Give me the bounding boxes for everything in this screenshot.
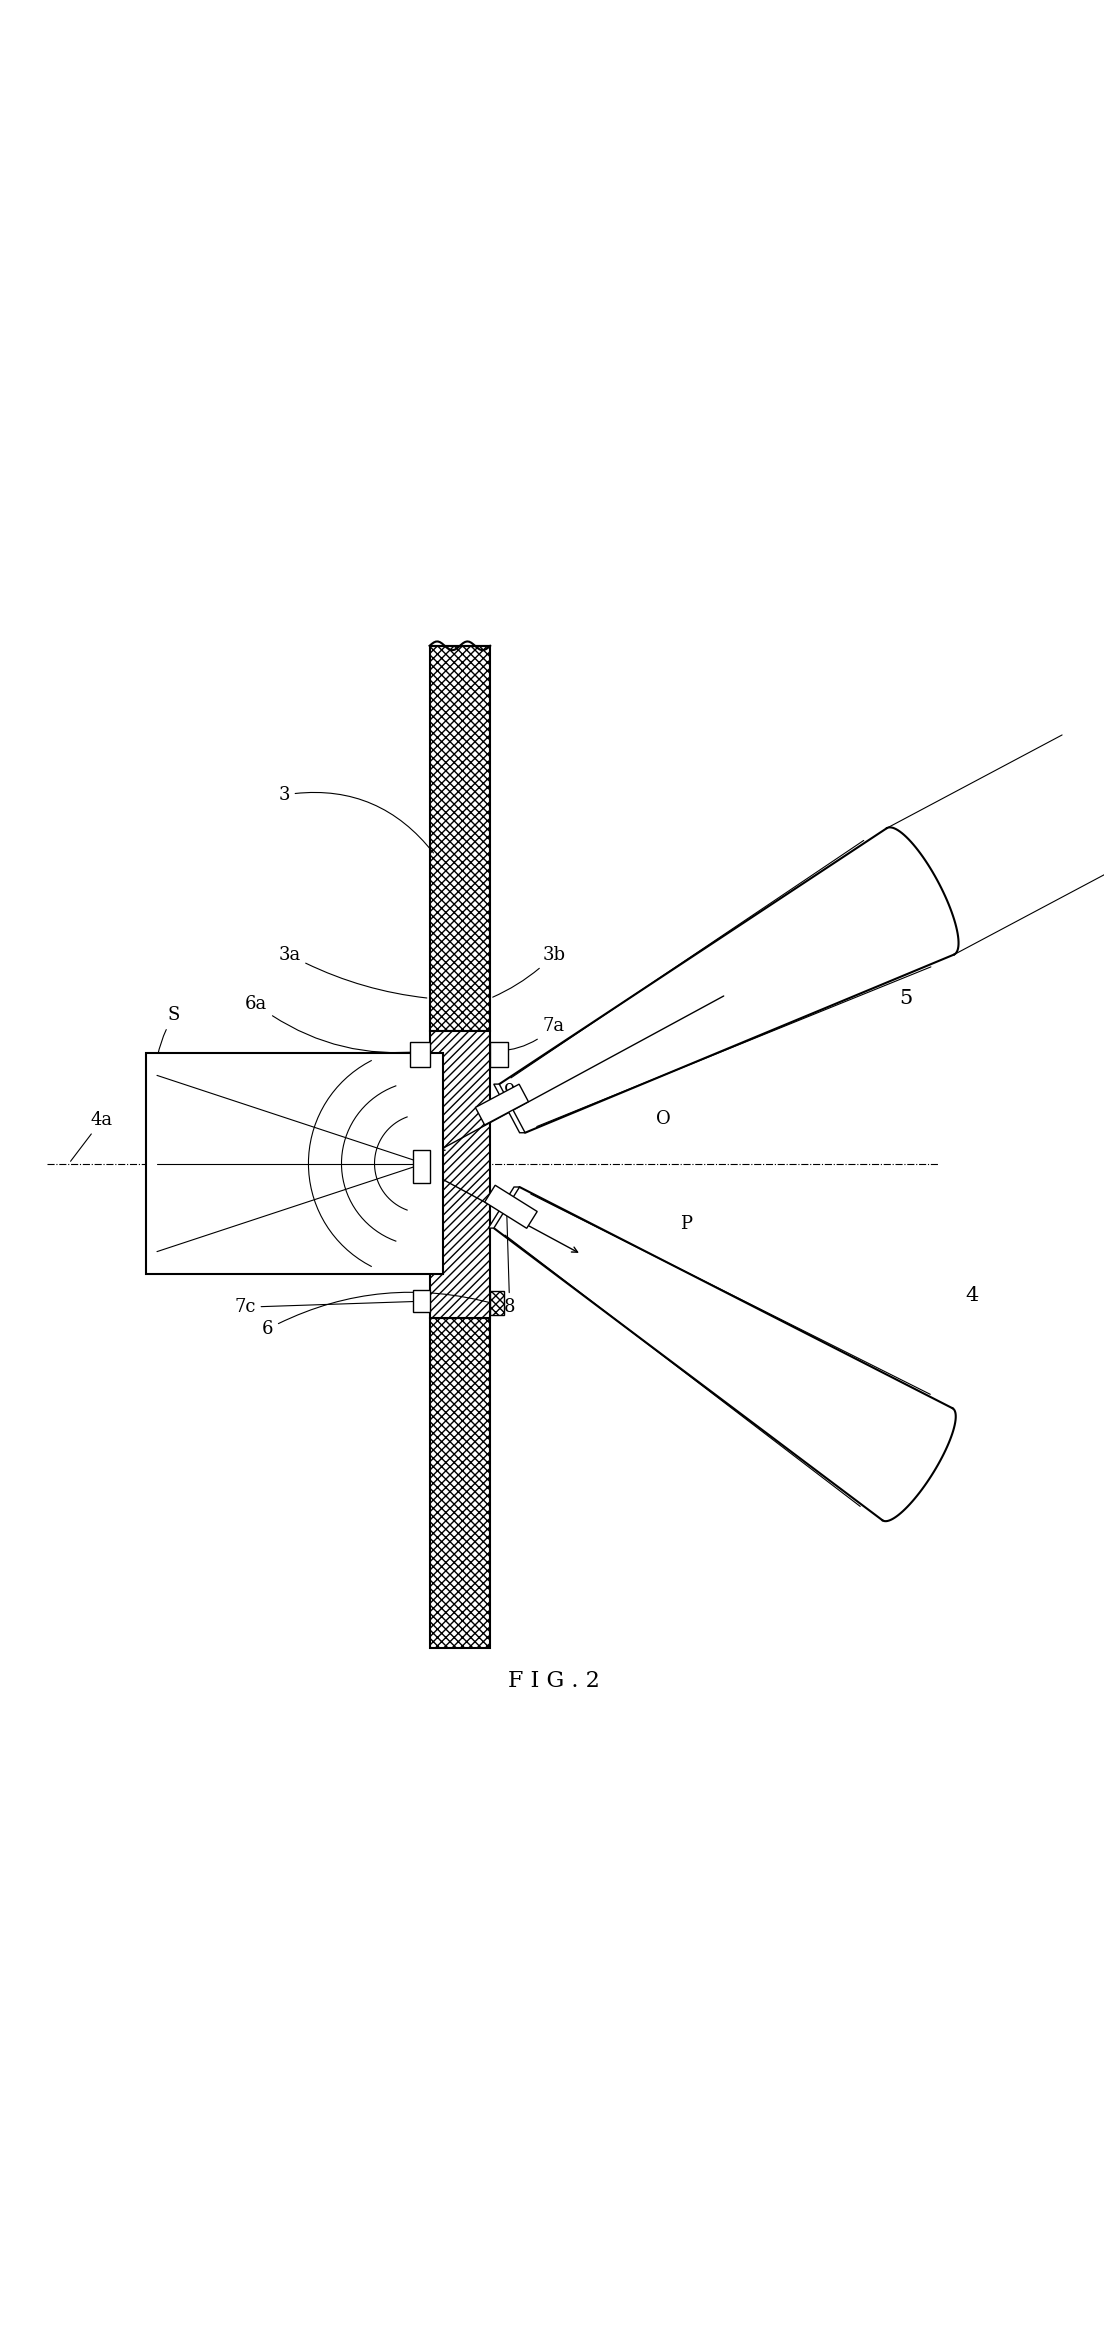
Text: 6a: 6a (245, 996, 422, 1052)
Text: P: P (680, 1215, 692, 1233)
Text: 5: 5 (899, 989, 912, 1008)
Text: 3: 3 (278, 787, 434, 854)
Text: 3a: 3a (278, 945, 427, 998)
Bar (146, 1054, 444, 1273)
Bar (430, 647, 490, 1031)
Text: 4: 4 (965, 1287, 979, 1305)
Text: 7a: 7a (498, 1017, 565, 1052)
Bar (430, 1031, 490, 1317)
Text: 7b: 7b (245, 1161, 422, 1177)
Bar (490, 1042, 508, 1066)
Text: S1: S1 (250, 1122, 273, 1140)
Bar (430, 1317, 490, 1648)
Text: 3b: 3b (493, 945, 566, 998)
Text: S(A): S(A) (176, 1073, 215, 1089)
Text: F I G . 2: F I G . 2 (508, 1671, 599, 1692)
Polygon shape (485, 1184, 537, 1229)
Polygon shape (475, 1084, 528, 1124)
Text: 6: 6 (261, 1291, 494, 1338)
Polygon shape (488, 1187, 519, 1229)
Bar (490, 1291, 505, 1315)
Text: 4a: 4a (71, 1110, 113, 1161)
Polygon shape (494, 1084, 525, 1133)
Text: 9: 9 (504, 1084, 516, 1112)
Bar (413, 1150, 430, 1184)
Bar (413, 1289, 430, 1312)
Bar (410, 1042, 430, 1066)
Text: P1: P1 (234, 1143, 257, 1161)
Text: S: S (157, 1005, 180, 1056)
Text: 7c: 7c (234, 1298, 422, 1317)
Text: 8: 8 (504, 1215, 516, 1317)
Text: 7: 7 (245, 1061, 416, 1173)
Text: O: O (656, 1110, 671, 1129)
